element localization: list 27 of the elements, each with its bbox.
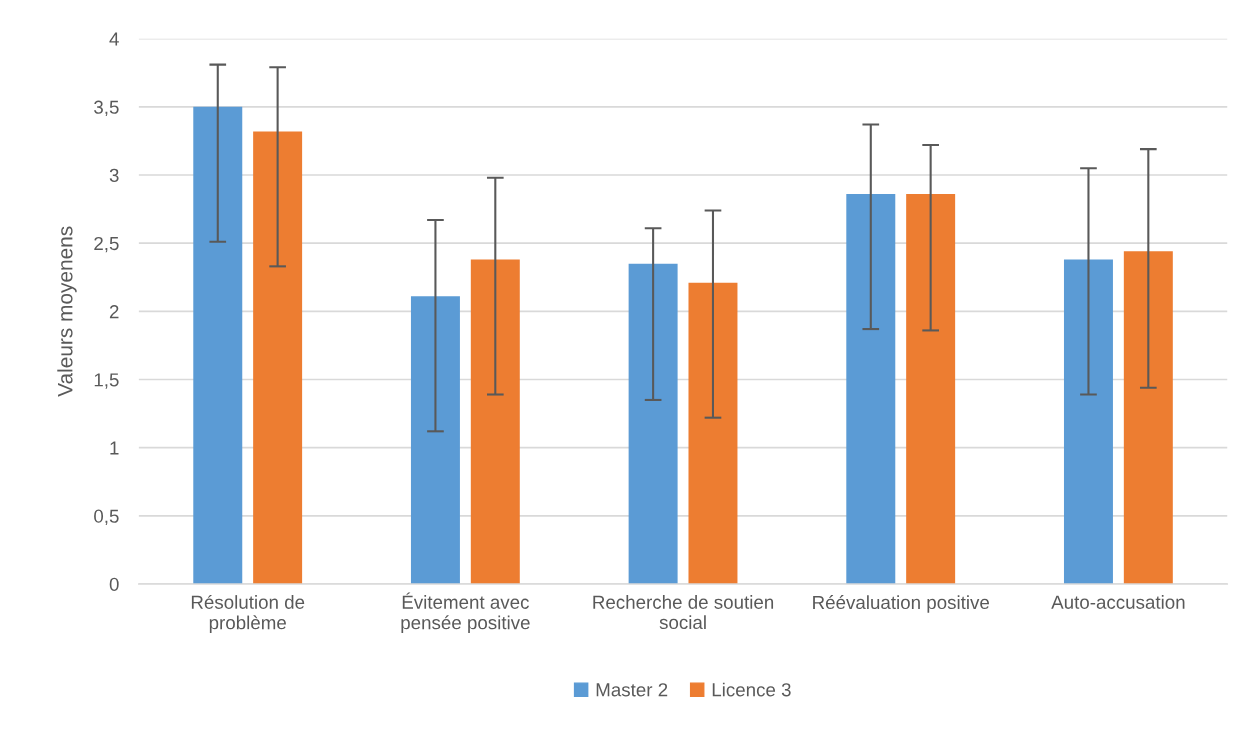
y-tick-label: 0 [109, 577, 119, 591]
y-tick-label: 1 [110, 441, 119, 455]
x-tick-label: Réévaluation positive [813, 595, 990, 613]
x-tick-label: Résolution de problème [191, 594, 305, 634]
legend-label: Master 2 [596, 683, 668, 697]
y-tick-label: 2 [109, 305, 119, 319]
y-axis-title: Valeurs moyenens [57, 226, 77, 397]
bar [1063, 259, 1113, 584]
y-tick-label: 3 [109, 168, 119, 182]
bar [846, 194, 896, 584]
x-tick-label: Auto-accusation [1051, 595, 1185, 609]
y-tick-label: 4 [109, 32, 119, 46]
bar [410, 296, 460, 584]
bar [688, 282, 738, 584]
bar [193, 106, 243, 584]
bar [628, 263, 678, 584]
y-tick-label: 2,5 [94, 236, 119, 253]
x-tick-label: Recherche de soutien social [593, 595, 774, 630]
y-tick-label: 3,5 [94, 100, 119, 117]
bar [470, 259, 520, 584]
legend-label: Licence 3 [712, 682, 791, 697]
bar [906, 194, 956, 584]
y-tick-label: 1,5 [94, 373, 119, 389]
bar [253, 131, 303, 584]
y-tick-label: 0,5 [94, 509, 119, 526]
bar [1123, 251, 1173, 584]
x-tick-label: Évitement avec pensée positive [401, 592, 530, 634]
